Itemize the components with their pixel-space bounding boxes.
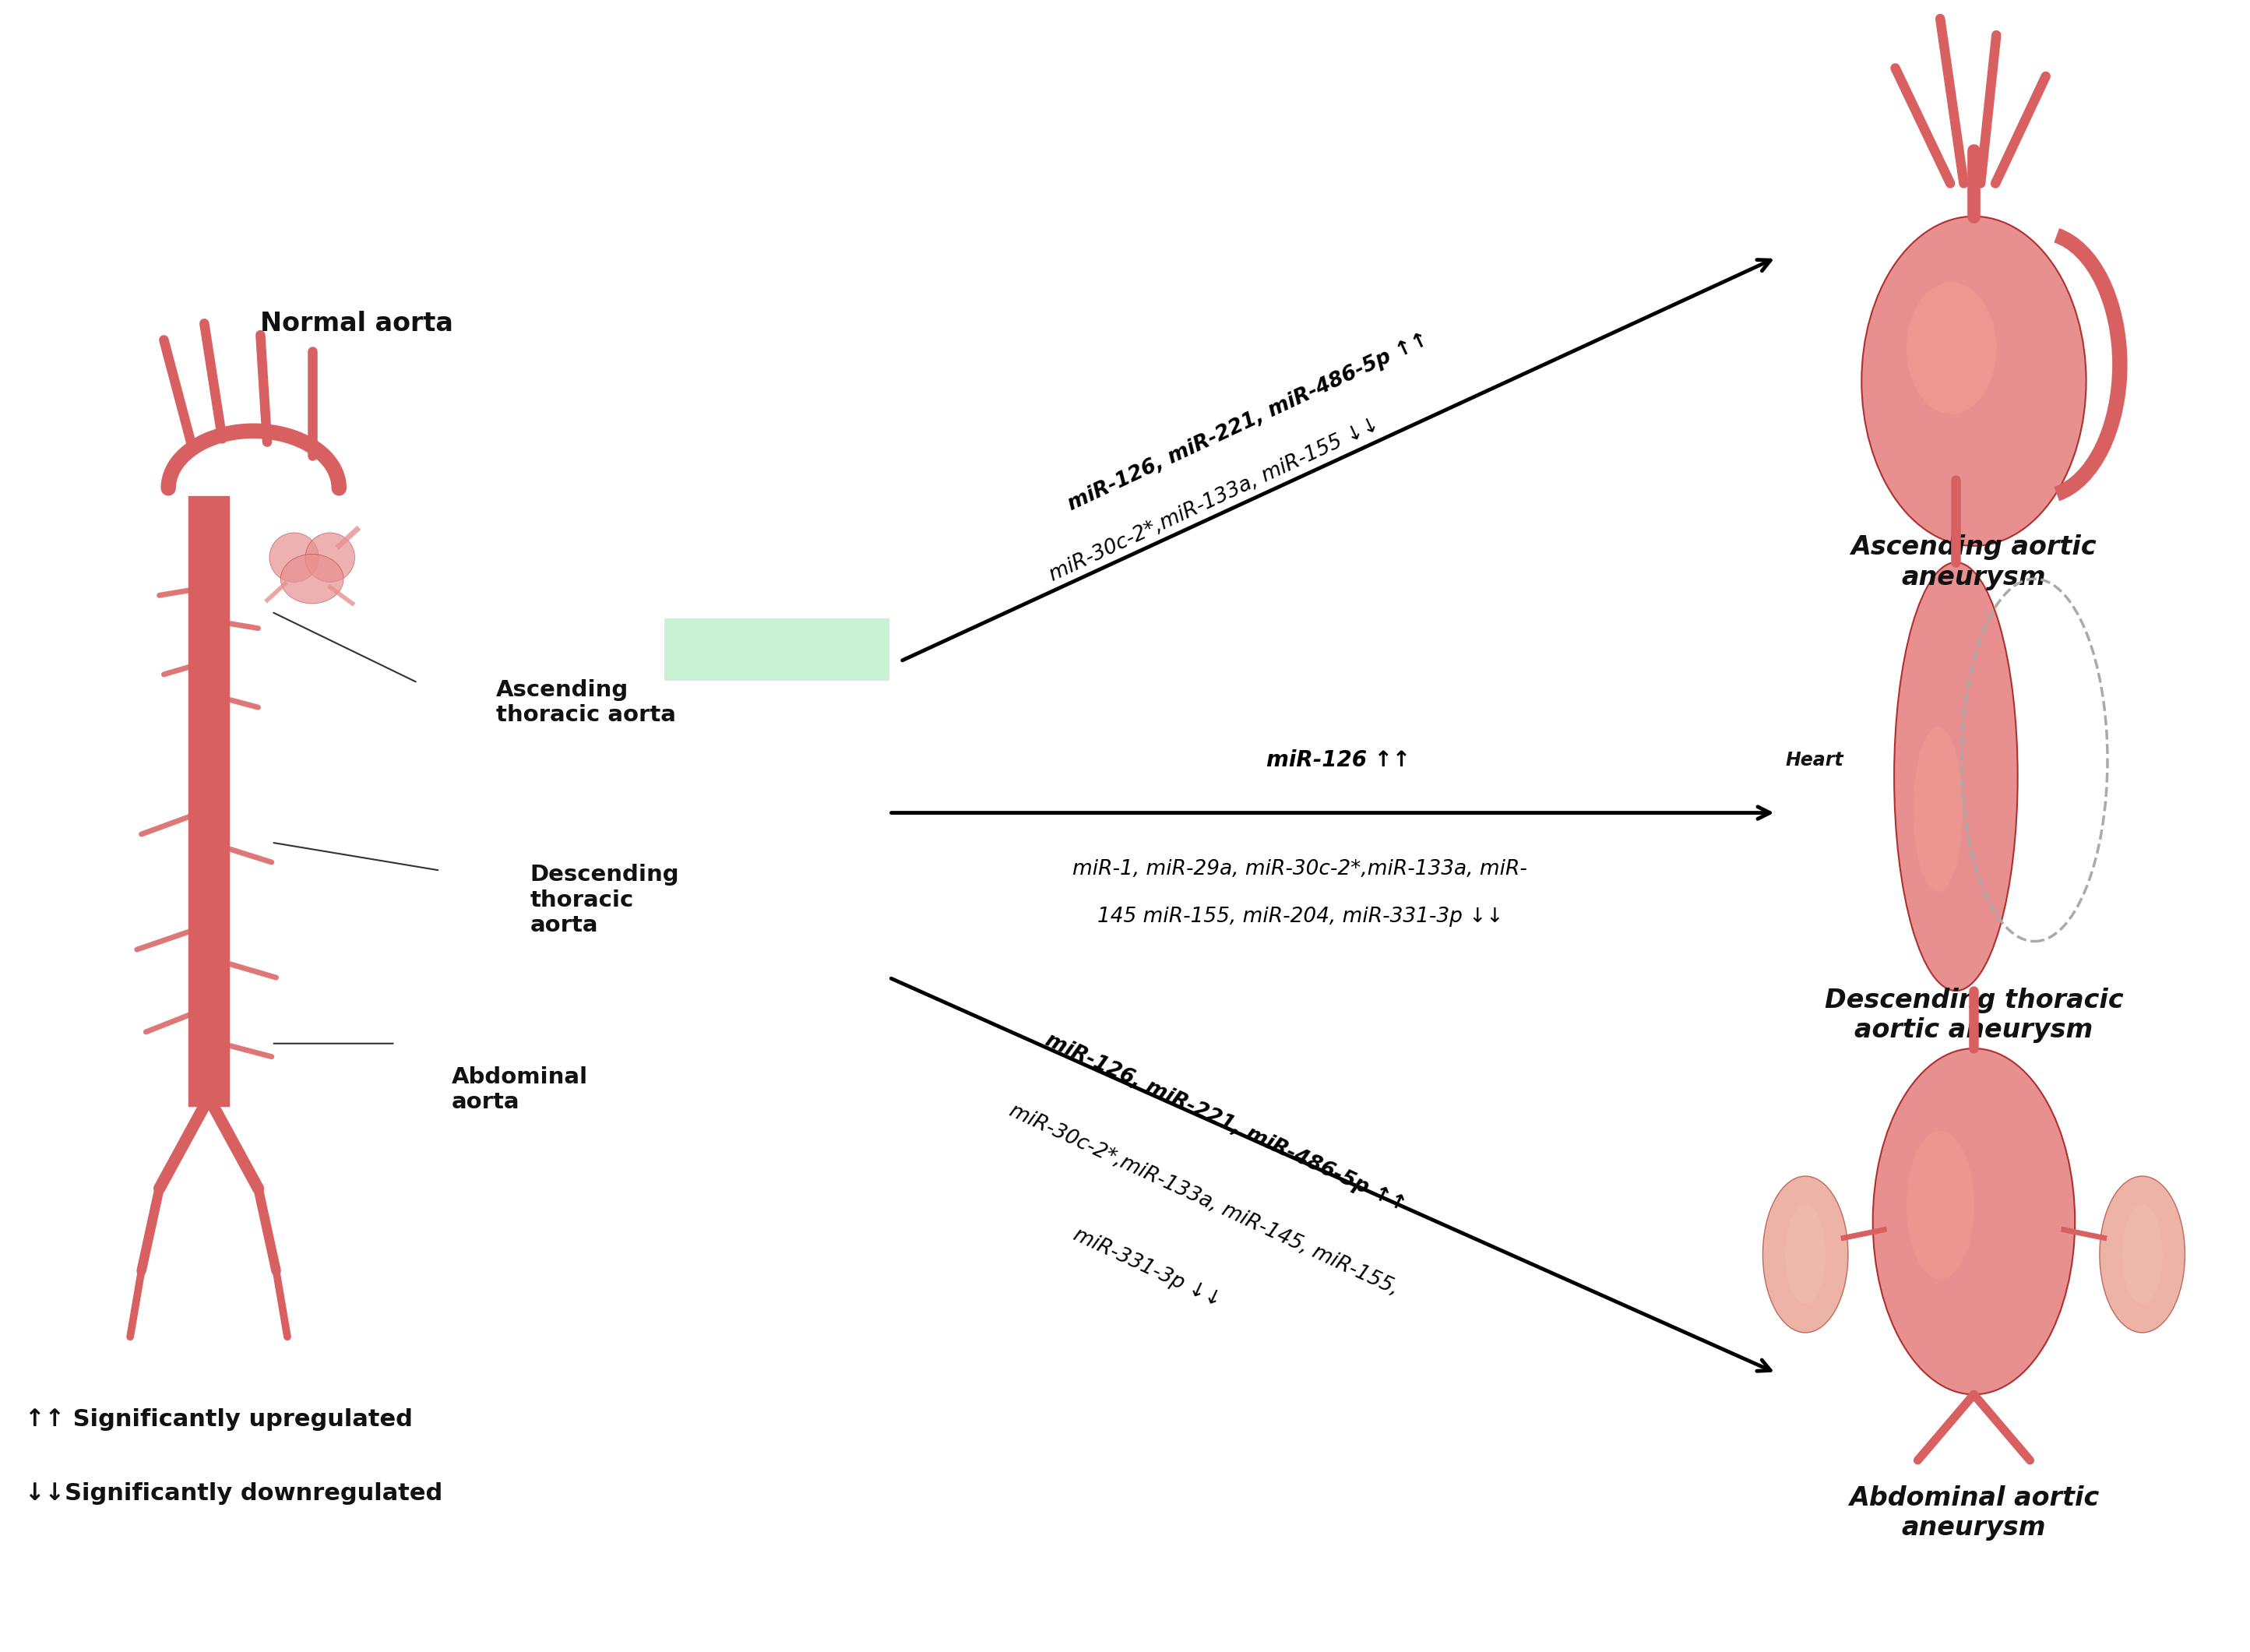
Ellipse shape — [1762, 1176, 1847, 1333]
Text: Ascending
thoracic aorta: Ascending thoracic aorta — [497, 679, 675, 725]
Ellipse shape — [2122, 1204, 2162, 1303]
Ellipse shape — [1912, 727, 1962, 892]
Text: ↓↓Significantly downregulated: ↓↓Significantly downregulated — [25, 1482, 443, 1505]
Text: miR-126 ↑↑: miR-126 ↑↑ — [1267, 750, 1411, 771]
Text: Normal aorta: Normal aorta — [261, 311, 454, 337]
Text: miR-126, miR-221, miR-486-5p ↑↑: miR-126, miR-221, miR-486-5p ↑↑ — [1064, 329, 1433, 515]
Text: 145 miR-155, miR-204, miR-331-3p ↓↓: 145 miR-155, miR-204, miR-331-3p ↓↓ — [1098, 907, 1503, 927]
Text: Ascending aortic
aneurysm: Ascending aortic aneurysm — [1852, 535, 2097, 590]
Ellipse shape — [1906, 1132, 1973, 1279]
Text: Heart: Heart — [1786, 750, 1843, 770]
Text: miR-1, miR-29a, miR-30c-2*,miR-133a, miR-: miR-1, miR-29a, miR-30c-2*,miR-133a, miR… — [1073, 859, 1528, 879]
Ellipse shape — [2099, 1176, 2185, 1333]
Ellipse shape — [1906, 282, 1996, 415]
Text: ↑↑ Significantly upregulated: ↑↑ Significantly upregulated — [25, 1408, 412, 1431]
Ellipse shape — [281, 553, 344, 603]
Ellipse shape — [1872, 1049, 2074, 1394]
Ellipse shape — [1894, 562, 2018, 991]
Text: miR-30c-2*,miR-133a, miR-155 ↓↓: miR-30c-2*,miR-133a, miR-155 ↓↓ — [1046, 415, 1384, 585]
Text: Abdominal aortic
aneurysm: Abdominal aortic aneurysm — [1849, 1485, 2099, 1541]
Text: Descending
thoracic
aorta: Descending thoracic aorta — [531, 864, 679, 937]
Ellipse shape — [1784, 1204, 1825, 1303]
Bar — [664, 618, 889, 681]
Text: miR-30c-2*,miR-133a, miR-145, miR-155,: miR-30c-2*,miR-133a, miR-145, miR-155, — [1006, 1100, 1402, 1300]
Ellipse shape — [306, 532, 356, 582]
Text: miR-126, miR-221, miR-486-5p ↑↑: miR-126, miR-221, miR-486-5p ↑↑ — [1042, 1029, 1411, 1216]
Ellipse shape — [1861, 216, 2086, 545]
Text: miR-331-3p ↓↓: miR-331-3p ↓↓ — [1071, 1224, 1224, 1310]
Text: Descending thoracic
aortic aneurysm: Descending thoracic aortic aneurysm — [1825, 988, 2124, 1042]
Text: Abdominal
aorta: Abdominal aorta — [452, 1066, 587, 1113]
Ellipse shape — [270, 532, 320, 582]
